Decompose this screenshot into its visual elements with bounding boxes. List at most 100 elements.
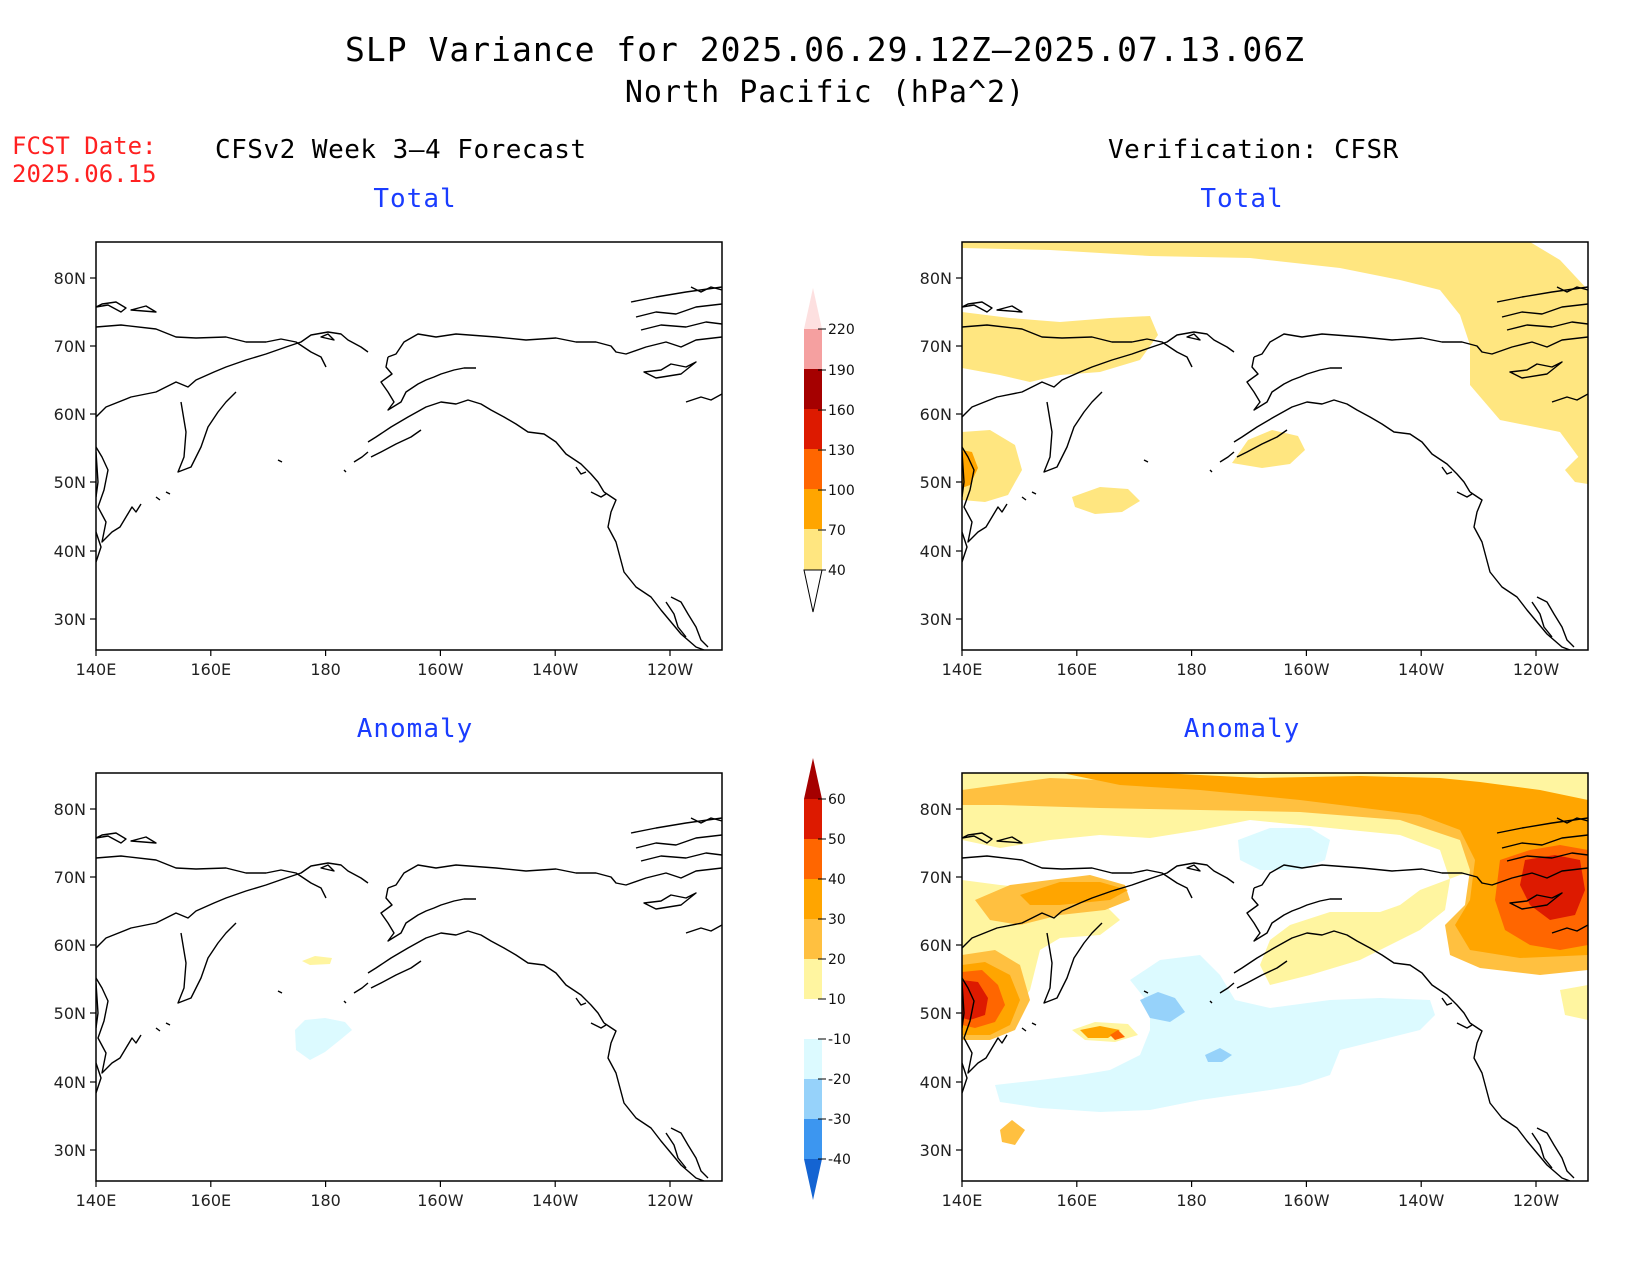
lon-tick-label: 120W [1513,1191,1560,1210]
lat-tick-label: 30N [54,610,86,629]
map-axes: 140E 160E 180 160W 140W 120W 80N 70N 60N 50N 40N 30… [54,269,1560,1210]
colorbar-anom-swatch [804,919,822,959]
colorbar-anom-label: -40 [828,1152,851,1168]
lat-tick-label: 70N [920,868,952,887]
colorbar-anom-label: 50 [828,832,846,848]
panel-title-verification-total: Total [1200,184,1284,214]
main-subtitle: North Pacific (hPa^2) [624,75,1026,110]
lat-tick-label: 40N [54,542,86,561]
lat-tick-label: 60N [920,405,952,424]
lon-tick-label: 180 [310,660,341,679]
colorbar-anom-swatch [804,999,822,1039]
lon-tick-label: 160E [1056,1191,1097,1210]
colorbar-total: 40 70 100 130 160 190 220 [803,288,855,613]
lat-tick-label: 40N [54,1073,86,1092]
colorbar-anom-swatch [804,839,822,879]
lat-tick-label: 50N [54,1004,86,1023]
left-column-title: CFSv2 Week 3—4 Forecast [215,135,587,165]
colorbar-anom-swatch [804,879,822,919]
lon-tick-label: 160E [190,1191,231,1210]
colorbar-total-bottom-arrow [803,569,823,613]
lat-tick-label: 70N [54,868,86,887]
colorbar-anom-label: 30 [828,912,846,928]
lat-tick-label: 50N [920,1004,952,1023]
colorbar-anom-label: 20 [828,952,846,968]
colorbar-total-swatch [804,369,822,409]
lon-tick-label: 140E [942,660,983,679]
lon-tick-label: 160E [1056,660,1097,679]
panel-title-verification-anomaly: Anomaly [1183,714,1301,744]
colorbar-anom-label: -30 [828,1112,851,1128]
panel-title-forecast-total: Total [373,184,457,214]
colorbar-anom-label: 60 [828,792,846,808]
colorbar-anom-swatch [804,1079,822,1119]
lat-tick-label: 80N [920,800,952,819]
colorbar-anom-swatch [804,959,822,999]
colorbar-anomaly: 60 50 40 30 20 10 -10 -20 -30 -40 [804,758,851,1200]
lon-tick-label: 180 [1176,1191,1207,1210]
colorbar-anom-label: -20 [828,1072,851,1088]
main-title: SLP Variance for 2025.06.29.12Z—2025.07.… [345,30,1305,69]
colorbar-total-swatch [804,409,822,449]
map-forecast-anomaly [95,772,723,1182]
lon-tick-label: 160W [1283,1191,1330,1210]
colorbar-total-swatch [804,489,822,529]
lat-tick-label: 40N [920,542,952,561]
map-verification-anomaly [961,772,1589,1182]
colorbar-anom-swatch [804,1119,822,1159]
panel-title-forecast-anomaly: Anomaly [356,714,474,744]
colorbar-total-label: 220 [828,322,855,338]
lon-tick-label: 120W [647,1191,694,1210]
colorbar-anom-label: -10 [828,1032,851,1048]
lon-tick-label: 180 [1176,660,1207,679]
colorbar-total-label: 130 [828,443,855,459]
lon-tick-label: 140W [1398,660,1445,679]
lat-tick-label: 80N [54,800,86,819]
colorbar-total-swatch [804,529,822,570]
lon-tick-label: 140E [942,1191,983,1210]
lon-tick-label: 140E [76,1191,117,1210]
lon-tick-label: 160W [417,1191,464,1210]
lat-tick-label: 70N [920,337,952,356]
lat-tick-label: 60N [920,936,952,955]
lon-tick-label: 120W [647,660,694,679]
colorbar-total-label: 100 [828,483,855,499]
colorbar-total-swatch [804,329,822,369]
right-column-title: Verification: CFSR [1108,135,1399,165]
lon-tick-label: 140W [532,1191,579,1210]
fcst-date: 2025.06.15 [12,160,157,188]
colorbar-total-label: 70 [828,523,846,539]
colorbar-total-label: 190 [828,363,855,379]
colorbar-anom-label: 10 [828,992,846,1008]
lat-tick-label: 50N [54,473,86,492]
lat-tick-label: 80N [920,269,952,288]
lon-tick-label: 140W [532,660,579,679]
lat-tick-label: 80N [54,269,86,288]
colorbar-anom-label: 40 [828,872,846,888]
colorbar-total-top-arrow [804,288,822,329]
lon-tick-label: 140E [76,660,117,679]
map-verification-total [961,241,1589,651]
lon-tick-label: 120W [1513,660,1560,679]
colorbar-anom-top-arrow [804,758,822,799]
lat-tick-label: 30N [920,610,952,629]
colorbar-total-label: 40 [828,563,846,579]
lat-tick-label: 60N [54,405,86,424]
colorbar-total-label: 160 [828,403,855,419]
lon-tick-label: 180 [310,1191,341,1210]
map-forecast-total [95,241,723,651]
colorbar-total-swatch [804,449,822,489]
lat-tick-label: 50N [920,473,952,492]
lon-tick-label: 160W [1283,660,1330,679]
lon-tick-label: 140W [1398,1191,1445,1210]
lon-tick-label: 160W [417,660,464,679]
colorbar-anom-swatch [804,1039,822,1079]
colorbar-anom-bottom-arrow [804,1159,822,1200]
lon-tick-label: 160E [190,660,231,679]
lat-tick-label: 70N [54,337,86,356]
lat-tick-label: 30N [920,1141,952,1160]
lat-tick-label: 40N [920,1073,952,1092]
lat-tick-label: 30N [54,1141,86,1160]
colorbar-anom-swatch [804,799,822,839]
